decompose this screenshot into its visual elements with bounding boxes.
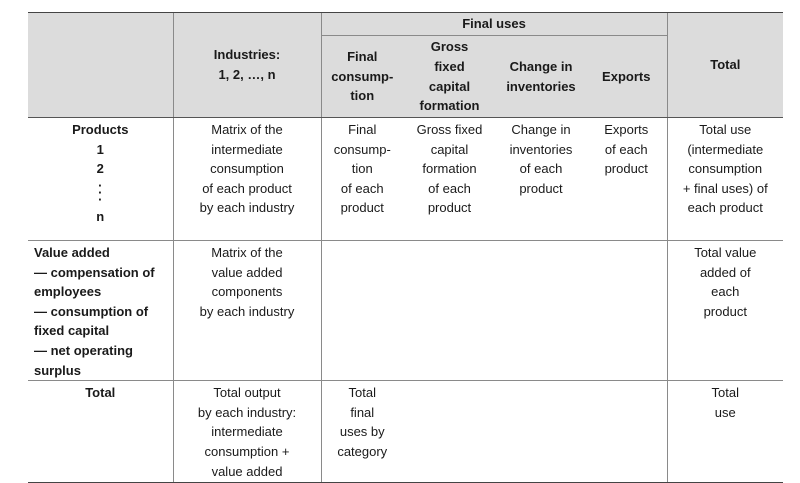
total-gfcf-empty — [403, 380, 496, 483]
value-added-gfcf-empty — [403, 240, 496, 382]
total-use-cell: Total use — [666, 380, 784, 483]
header-final-uses: Final uses — [320, 12, 668, 36]
header-corner-cell — [28, 12, 173, 118]
header-final-consumption: Final consump- tion — [320, 35, 403, 118]
value-added-matrix: Matrix of the value added components by … — [172, 240, 321, 382]
total-final-uses-cell: Total final uses by category — [320, 380, 403, 483]
value-added-inventories-empty — [496, 240, 586, 382]
header-industries: Industries: 1, 2, …, n — [172, 12, 321, 118]
intermediate-consumption-matrix: Matrix of the intermediate consumption o… — [172, 117, 321, 241]
value-added-exports-empty — [586, 240, 668, 382]
products-final-consumption: Final consump- tion of each product — [320, 117, 403, 241]
total-output-cell: Total output by each industry: intermedi… — [172, 380, 321, 483]
products-exports: Exports of each product — [586, 117, 668, 241]
value-added-label: Value added — compensation of employees … — [28, 240, 173, 382]
value-added-final-consumption-empty — [320, 240, 403, 382]
vertical-ellipsis: · · · — [98, 177, 103, 207]
header-gross-fixed-capital-formation: Gross fixed capital formation — [403, 35, 496, 118]
products-change-in-inventories: Change in inventories of each product — [496, 117, 586, 241]
value-added-total: Total value added of each product — [666, 240, 784, 382]
total-label: Total — [28, 380, 173, 483]
header-exports: Exports — [586, 35, 668, 118]
total-row: Total Total output by each industry: int… — [28, 380, 784, 483]
io-table-figure: Industries: 1, 2, …, n Final uses Total … — [28, 12, 784, 483]
products-row: Products 1 2 · · · n Matrix of the interme… — [28, 117, 784, 241]
products-label: Products 1 2 · · · n — [28, 117, 173, 241]
supply-use-table: Industries: 1, 2, …, n Final uses Total … — [28, 12, 784, 483]
header-total: Total — [666, 12, 784, 118]
total-inventories-empty — [496, 380, 586, 483]
products-total-use: Total use (intermediate consumption + fi… — [666, 117, 784, 241]
value-added-row: Value added — compensation of employees … — [28, 240, 784, 382]
total-exports-empty — [586, 380, 668, 483]
header-change-in-inventories: Change in inventories — [496, 35, 586, 118]
products-gfcf: Gross fixed capital formation of each pr… — [403, 117, 496, 241]
